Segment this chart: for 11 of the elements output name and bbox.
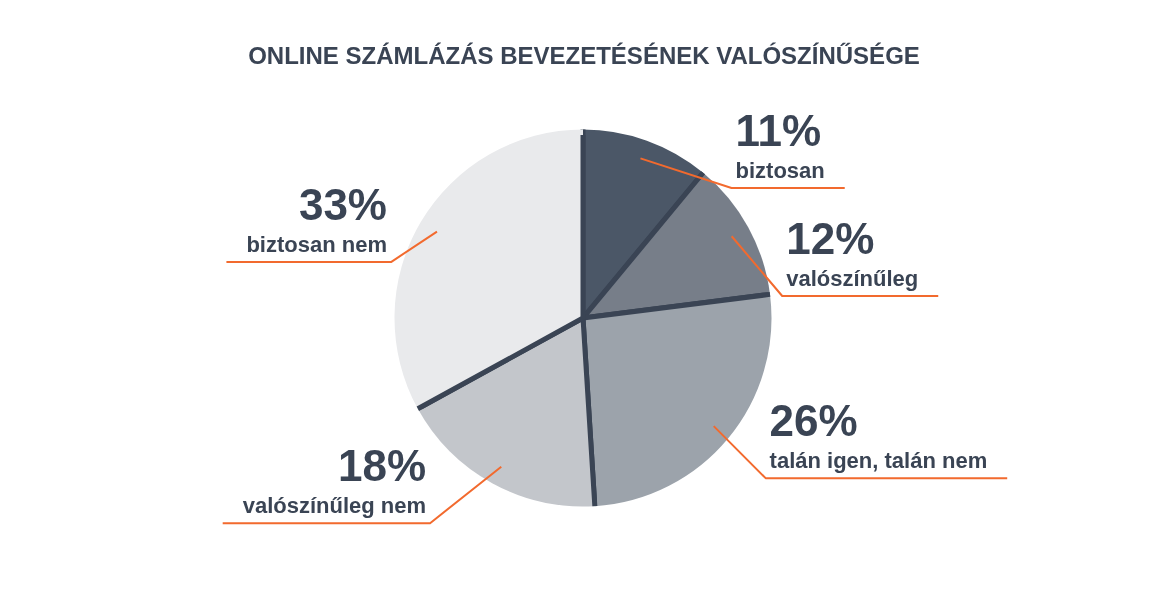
data-label: 26% xyxy=(769,396,858,446)
data-label: 18% xyxy=(337,441,427,491)
data-label: 12% xyxy=(786,214,875,263)
data-label: 33% xyxy=(298,180,387,230)
chart-title: ONLINE SZÁMLÁZÁS BEVEZETÉSÉNEK VALÓSZÍNŰSÉGE xyxy=(247,42,921,69)
data-label: 11% xyxy=(735,106,822,155)
slice-label: biztosan xyxy=(735,158,825,183)
slice-label: biztosan nem xyxy=(246,232,387,258)
slice-label: valószínűleg nem xyxy=(242,493,427,519)
slice-label: talán igen, talán nem xyxy=(769,448,988,474)
slice-label: valószínűleg xyxy=(786,266,919,291)
